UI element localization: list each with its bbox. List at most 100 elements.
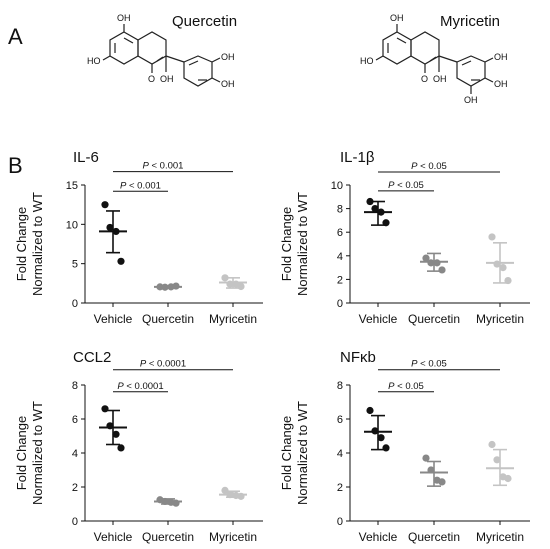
chart-il6: IL-6 Fold Change Normalized to WT 0 5 10 15 Veh… xyxy=(14,149,263,326)
data-point xyxy=(488,233,496,241)
significance-label: P < 0.001 xyxy=(143,161,184,172)
x-tick-label: Vehicle xyxy=(94,312,133,326)
data-point xyxy=(488,440,496,449)
data-point xyxy=(377,208,385,216)
y-tick-label: 8 xyxy=(337,380,343,392)
y-tick-label: 10 xyxy=(66,219,78,231)
y-tick-label: 8 xyxy=(72,380,78,392)
data-point xyxy=(221,486,229,494)
y-tick-label: 6 xyxy=(337,414,343,426)
quercetin-name: Quercetin xyxy=(172,13,237,30)
y-axis-label: Normalized to WT xyxy=(295,192,310,296)
y-axis-label: Normalized to WT xyxy=(30,401,45,505)
significance-label: P < 0.0001 xyxy=(117,381,163,392)
data-point xyxy=(422,254,430,262)
data-point xyxy=(422,454,430,462)
data-point xyxy=(493,456,501,464)
quercetin-atom-oh-b3: OH xyxy=(221,52,235,62)
data-point xyxy=(382,444,390,452)
quercetin-structure: OH HO O OH OH OH Quercetin xyxy=(87,13,237,89)
data-point xyxy=(377,434,385,442)
y-axis-label: Fold Change xyxy=(14,207,29,281)
y-tick-label: 2 xyxy=(337,482,343,494)
data-point xyxy=(221,274,229,282)
data-point xyxy=(237,492,245,500)
y-tick-label: 6 xyxy=(72,414,78,426)
y-tick-label: 2 xyxy=(337,274,343,286)
chart-title: CCL2 xyxy=(73,349,111,366)
y-tick-label: 4 xyxy=(337,251,343,263)
chart-title: IL-6 xyxy=(73,149,99,166)
data-point xyxy=(433,259,441,267)
data-point xyxy=(172,282,180,290)
data-point xyxy=(366,197,374,206)
data-point xyxy=(161,497,169,506)
data-point xyxy=(504,474,512,483)
y-tick-label: 0 xyxy=(72,516,78,528)
x-tick-label: Quercetin xyxy=(408,312,460,326)
significance-label: P < 0.05 xyxy=(411,359,447,370)
y-tick-label: 15 xyxy=(66,180,78,192)
data-point xyxy=(226,280,234,288)
data-point xyxy=(237,282,245,291)
y-axis-label: Fold Change xyxy=(279,207,294,281)
data-point xyxy=(371,427,379,435)
myricetin-atom-ho-left: HO xyxy=(360,56,374,66)
chart-title: NFκb xyxy=(340,349,376,366)
x-tick-label: Myricetin xyxy=(476,530,524,544)
quercetin-atom-oh-3: OH xyxy=(160,74,174,84)
y-axis-label: Normalized to WT xyxy=(295,401,310,505)
data-point xyxy=(366,406,374,415)
y-tick-label: 10 xyxy=(331,180,343,192)
y-axis-label: Fold Change xyxy=(279,416,294,490)
x-tick-label: Vehicle xyxy=(94,530,133,544)
data-point xyxy=(504,276,512,285)
quercetin-atom-oh-top: OH xyxy=(117,13,131,23)
myricetin-atom-oh-3: OH xyxy=(433,74,447,84)
data-point xyxy=(382,219,390,227)
y-tick-label: 0 xyxy=(337,298,343,310)
quercetin-bonds xyxy=(102,24,221,87)
x-tick-label: Quercetin xyxy=(142,530,194,544)
quercetin-atom-o-keto: O xyxy=(148,74,155,84)
data-point xyxy=(101,405,109,413)
chart-il1b: IL-1β Fold Change Normalized to WT 0 2 4 6 8 10 V… xyxy=(279,149,530,326)
myricetin-atom-o-keto: O xyxy=(421,74,428,84)
data-point xyxy=(106,422,114,430)
data-point xyxy=(427,259,435,267)
significance-label: P < 0.001 xyxy=(120,180,161,191)
data-point xyxy=(493,260,501,268)
y-tick-label: 2 xyxy=(72,482,78,494)
x-tick-label: Vehicle xyxy=(359,530,398,544)
data-point xyxy=(427,466,435,474)
data-point xyxy=(117,444,125,452)
significance-label: P < 0.05 xyxy=(388,180,424,191)
y-tick-label: 6 xyxy=(337,227,343,239)
quercetin-atom-ho-left: HO xyxy=(87,56,101,66)
chart-nfkb: NFκb Fold Change Normalized to WT 0 2 4 6 8 Vehi… xyxy=(279,349,530,544)
x-tick-label: Myricetin xyxy=(476,312,524,326)
data-point xyxy=(161,283,169,291)
data-point xyxy=(106,223,114,232)
significance-label: P < 0.05 xyxy=(411,161,447,172)
quercetin-atom-oh-b4: OH xyxy=(221,79,235,89)
x-tick-label: Myricetin xyxy=(209,312,257,326)
panel-label-a: A xyxy=(8,24,23,49)
x-tick-label: Quercetin xyxy=(408,530,460,544)
y-tick-label: 8 xyxy=(337,204,343,216)
data-point xyxy=(112,227,120,236)
myricetin-atom-oh-top: OH xyxy=(390,13,404,23)
chart-ccl2: CCL2 Fold Change Normalized to WT 0 2 4 6 8 Vehi… xyxy=(14,349,263,544)
chart-title: IL-1β xyxy=(340,149,375,166)
myricetin-name: Myricetin xyxy=(440,13,500,30)
y-tick-label: 4 xyxy=(337,448,343,460)
x-tick-label: Vehicle xyxy=(359,312,398,326)
x-tick-label: Myricetin xyxy=(209,530,257,544)
myricetin-structure: OH HO O OH OH OH OH Myricetin xyxy=(360,13,508,105)
data-point xyxy=(438,478,446,486)
y-tick-label: 4 xyxy=(72,448,78,460)
data-point xyxy=(371,205,379,213)
data-point xyxy=(172,499,180,507)
y-axis-label: Fold Change xyxy=(14,416,29,490)
data-point xyxy=(112,430,120,438)
